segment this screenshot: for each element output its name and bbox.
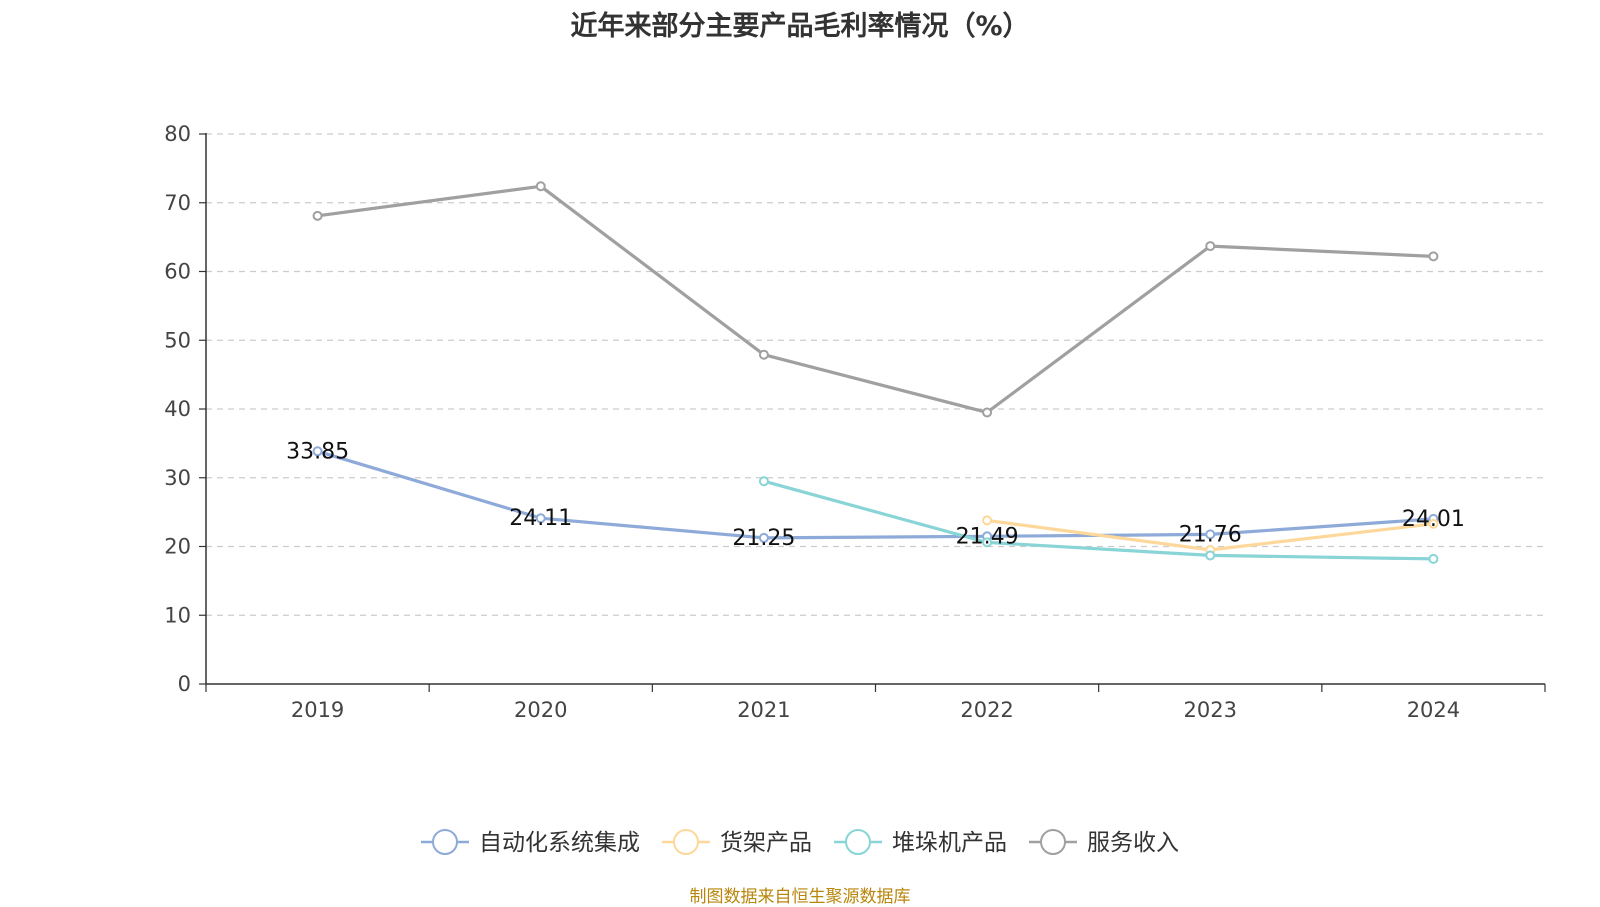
data-point xyxy=(535,181,546,192)
y-tick-label: 10 xyxy=(164,603,191,627)
series-line-0 xyxy=(317,449,1434,540)
grid-lines xyxy=(206,133,1545,616)
legend-label: 服务收入 xyxy=(1087,830,1179,856)
legend-marker-icon xyxy=(845,829,871,855)
data-point xyxy=(982,407,993,418)
legend-label: 堆垛机产品 xyxy=(892,830,1007,856)
data-point xyxy=(1428,553,1439,564)
data-label: 24.11 xyxy=(509,506,572,531)
legend-marker-icon xyxy=(1040,829,1066,855)
y-tick-label: 20 xyxy=(164,535,191,559)
legend-item-1[interactable]: 货架产品 xyxy=(662,829,812,856)
data-point xyxy=(312,446,323,457)
y-tick-label: 30 xyxy=(164,466,191,490)
data-point xyxy=(1205,529,1216,540)
legend-marker-icon xyxy=(432,829,458,855)
data-label: 24.01 xyxy=(1402,507,1465,532)
data-label: 21.49 xyxy=(956,524,1019,549)
data-point xyxy=(982,515,993,526)
x-tick-label: 2019 xyxy=(291,698,344,722)
data-point xyxy=(312,210,323,221)
axes: 0 10 20 30 40 50 60 70 80 2019 2020 2021 2022 2023 202… xyxy=(164,122,1546,722)
data-labels: 33.85 24.11 21.25 21.49 21.76 24.01 xyxy=(286,439,1465,551)
data-point xyxy=(758,532,769,543)
data-label: 21.25 xyxy=(732,526,795,551)
x-tick-label: 2023 xyxy=(1184,698,1237,722)
data-label: 21.76 xyxy=(1179,522,1242,547)
y-tick-label: 70 xyxy=(164,191,191,215)
legend-item-3[interactable]: 服务收入 xyxy=(1029,829,1179,856)
y-tick-label: 0 xyxy=(178,672,191,696)
data-point xyxy=(1205,241,1216,252)
x-tick-label: 2021 xyxy=(737,698,790,722)
data-point xyxy=(982,537,993,548)
x-tick-label: 2024 xyxy=(1407,698,1460,722)
data-point xyxy=(1428,251,1439,262)
series-line-2 xyxy=(763,479,1434,561)
legend-marker-icon xyxy=(673,829,699,855)
legend-item-2[interactable]: 堆垛机产品 xyxy=(834,829,1007,856)
y-tick-label: 40 xyxy=(164,397,191,421)
series-lines xyxy=(312,181,1439,564)
legend-label: 货架产品 xyxy=(720,830,812,856)
data-point xyxy=(1428,518,1439,529)
data-source-note: 制图数据来自恒生聚源数据库 xyxy=(689,887,911,907)
y-tick-label: 80 xyxy=(164,122,191,146)
series-line-3 xyxy=(317,184,1434,414)
data-point xyxy=(758,476,769,487)
data-point xyxy=(1205,550,1216,561)
legend: 自动化系统集成 货架产品 堆垛机产品 服务收入 xyxy=(421,829,1179,856)
chart-title: 近年来部分主要产品毛利率情况（%） xyxy=(570,11,1030,42)
y-tick-label: 50 xyxy=(164,328,191,352)
x-tick-label: 2022 xyxy=(960,698,1013,722)
data-point xyxy=(535,513,546,524)
x-tick-label: 2020 xyxy=(514,698,567,722)
legend-label: 自动化系统集成 xyxy=(479,830,640,856)
y-tick-label: 60 xyxy=(164,260,191,284)
data-point xyxy=(758,349,769,360)
data-label: 33.85 xyxy=(286,439,349,464)
legend-item-0[interactable]: 自动化系统集成 xyxy=(421,829,640,856)
